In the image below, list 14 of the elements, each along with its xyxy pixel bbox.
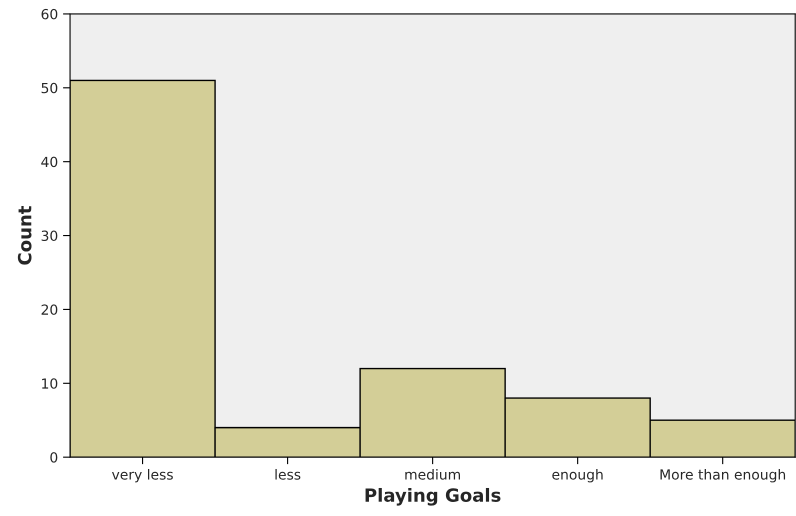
x-axis-title: Playing Goals [366, 488, 500, 506]
x-tick-label: enough [552, 468, 603, 482]
y-tick-label: 40 [41, 156, 58, 168]
x-tick-label: very less [112, 468, 173, 482]
y-tick-label: 50 [42, 82, 58, 94]
x-tick-label: More than enough [660, 468, 786, 482]
y-tick-label: 10 [42, 378, 58, 389]
x-tick-label: medium [405, 468, 460, 480]
y-axis-title: Count [18, 206, 32, 265]
x-tick-label: less [275, 468, 300, 480]
y-tick-label: 30 [42, 230, 58, 242]
y-tick-label: 60 [42, 8, 58, 20]
y-tick-label: 20 [42, 304, 58, 315]
y-tick-label: 0 [50, 452, 58, 463]
